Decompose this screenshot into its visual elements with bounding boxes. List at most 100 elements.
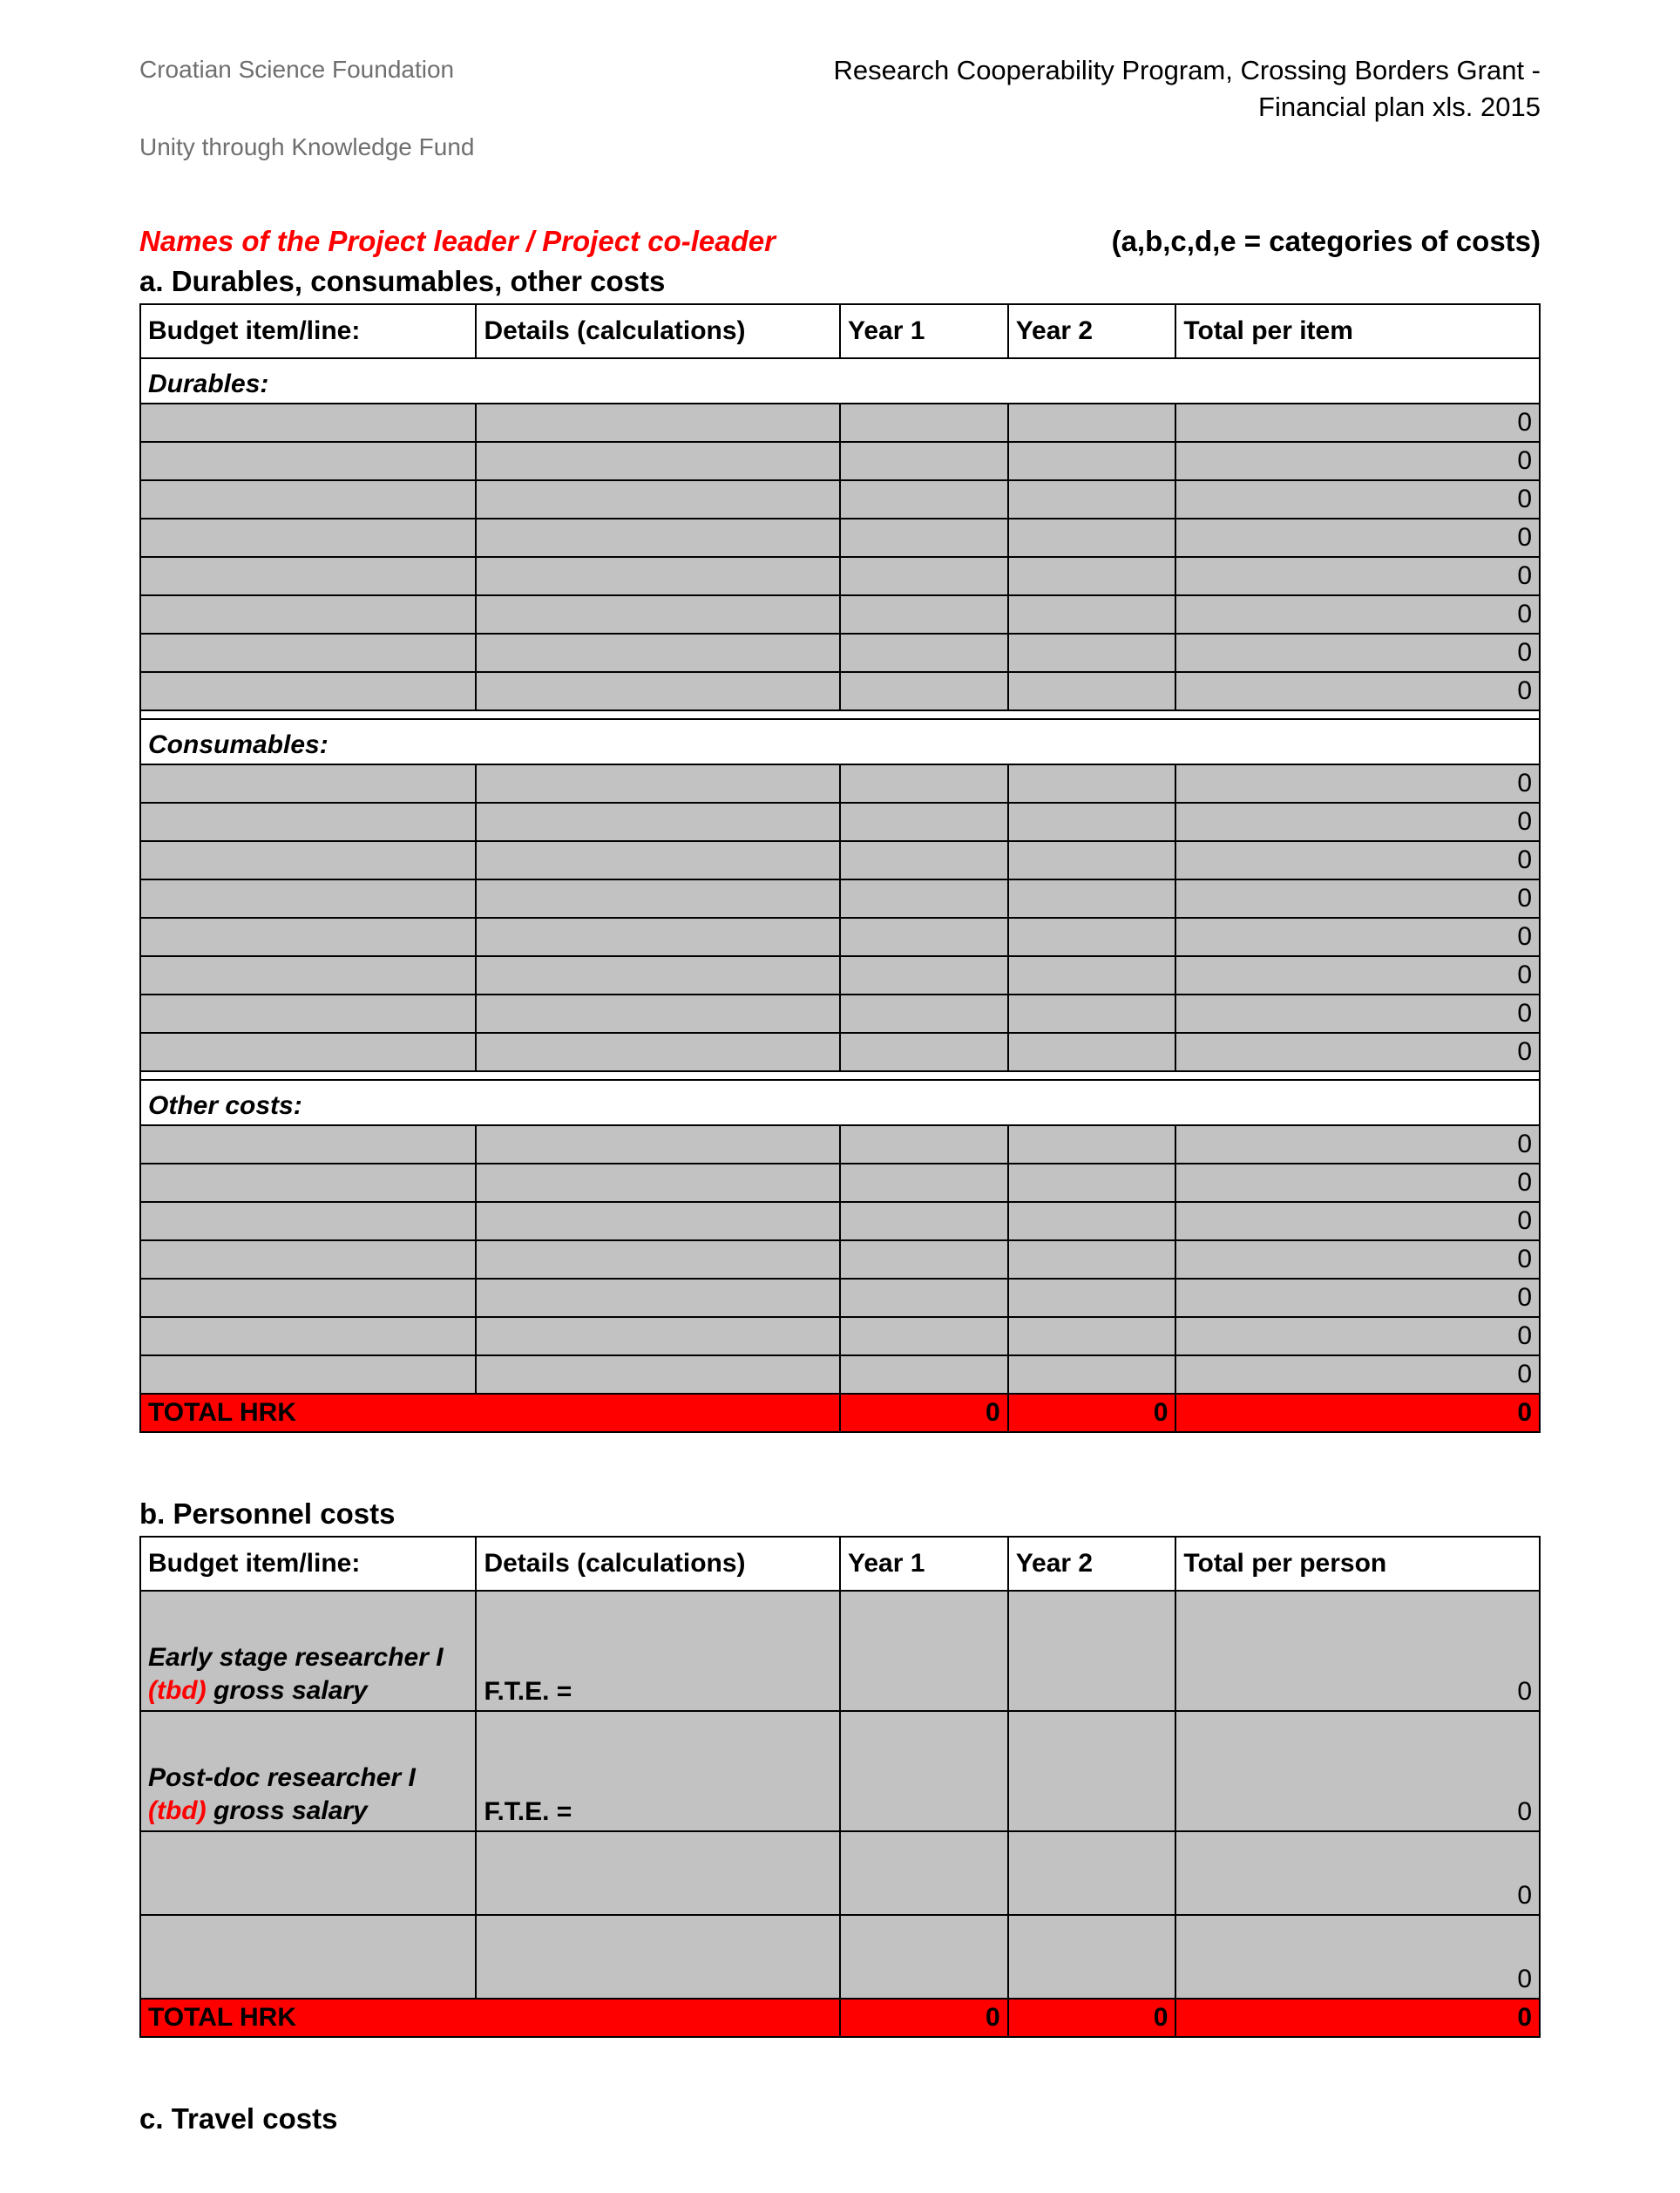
personnel-details[interactable]: F.T.E. = [476,1591,840,1711]
cell[interactable] [140,1033,476,1071]
cell[interactable] [140,1240,476,1279]
cell[interactable] [476,995,840,1033]
cell[interactable] [140,557,476,595]
cell[interactable] [840,634,1008,672]
total-cell[interactable]: 0 [1175,995,1540,1033]
cell[interactable] [140,841,476,879]
cell[interactable] [1008,404,1176,442]
cell[interactable] [1008,1202,1176,1240]
cell[interactable] [1008,1317,1176,1355]
cell[interactable] [840,1202,1008,1240]
cell[interactable] [1008,442,1176,480]
total-cell[interactable]: 0 [1175,1279,1540,1317]
cell[interactable] [1008,995,1176,1033]
cell[interactable] [1008,672,1176,710]
cell[interactable] [140,634,476,672]
cell[interactable] [840,1355,1008,1394]
total-cell[interactable]: 0 [1175,956,1540,995]
cell[interactable] [476,404,840,442]
cell[interactable] [840,519,1008,557]
total-cell[interactable]: 0 [1175,1317,1540,1355]
cell[interactable] [840,595,1008,634]
cell[interactable] [1008,519,1176,557]
cell[interactable] [1008,879,1176,918]
cell[interactable] [476,442,840,480]
cell[interactable] [1008,841,1176,879]
cell[interactable] [476,1915,840,1999]
cell[interactable] [476,1164,840,1202]
cell[interactable] [1008,1164,1176,1202]
cell[interactable] [140,1279,476,1317]
total-cell[interactable]: 0 [1175,1033,1540,1071]
cell[interactable] [476,519,840,557]
cell[interactable] [1008,634,1176,672]
cell[interactable] [1008,1711,1176,1831]
cell[interactable] [840,442,1008,480]
cell[interactable] [140,1355,476,1394]
cell[interactable] [140,956,476,995]
cell[interactable] [140,995,476,1033]
total-cell[interactable]: 0 [1175,1164,1540,1202]
cell[interactable] [840,995,1008,1033]
cell[interactable] [476,803,840,841]
cell[interactable] [476,1240,840,1279]
cell[interactable] [840,956,1008,995]
cell[interactable] [140,1164,476,1202]
total-cell[interactable]: 0 [1175,1240,1540,1279]
cell[interactable] [476,841,840,879]
cell[interactable] [476,1033,840,1071]
cell[interactable] [140,1831,476,1915]
cell[interactable] [140,519,476,557]
cell[interactable] [140,1915,476,1999]
cell[interactable] [840,1831,1008,1915]
cell[interactable] [840,803,1008,841]
cell[interactable] [840,879,1008,918]
personnel-item[interactable]: Post-doc researcher I(tbd) gross salary [140,1711,476,1831]
cell[interactable] [840,1125,1008,1164]
personnel-item[interactable]: Early stage researcher I(tbd) gross sala… [140,1591,476,1711]
cell[interactable] [1008,956,1176,995]
total-cell[interactable]: 0 [1175,480,1540,519]
total-cell[interactable]: 0 [1175,1831,1540,1915]
cell[interactable] [140,918,476,956]
cell[interactable] [476,1125,840,1164]
cell[interactable] [140,595,476,634]
cell[interactable] [140,1125,476,1164]
total-cell[interactable]: 0 [1175,1355,1540,1394]
cell[interactable] [840,672,1008,710]
cell[interactable] [476,672,840,710]
total-cell[interactable]: 0 [1175,519,1540,557]
total-cell[interactable]: 0 [1175,918,1540,956]
total-cell[interactable]: 0 [1175,1591,1540,1711]
cell[interactable] [476,634,840,672]
cell[interactable] [840,480,1008,519]
cell[interactable] [476,595,840,634]
total-cell[interactable]: 0 [1175,595,1540,634]
cell[interactable] [140,803,476,841]
cell[interactable] [1008,557,1176,595]
cell[interactable] [840,1240,1008,1279]
cell[interactable] [140,480,476,519]
cell[interactable] [1008,1831,1176,1915]
cell[interactable] [140,764,476,803]
cell[interactable] [140,672,476,710]
cell[interactable] [476,918,840,956]
cell[interactable] [140,1317,476,1355]
total-cell[interactable]: 0 [1175,879,1540,918]
cell[interactable] [1008,764,1176,803]
total-cell[interactable]: 0 [1175,634,1540,672]
cell[interactable] [840,1033,1008,1071]
cell[interactable] [840,841,1008,879]
cell[interactable] [476,956,840,995]
cell[interactable] [476,879,840,918]
total-cell[interactable]: 0 [1175,672,1540,710]
cell[interactable] [1008,480,1176,519]
cell[interactable] [476,557,840,595]
cell[interactable] [840,764,1008,803]
cell[interactable] [1008,1279,1176,1317]
cell[interactable] [140,442,476,480]
total-cell[interactable]: 0 [1175,442,1540,480]
total-cell[interactable]: 0 [1175,1915,1540,1999]
cell[interactable] [840,557,1008,595]
total-cell[interactable]: 0 [1175,1711,1540,1831]
